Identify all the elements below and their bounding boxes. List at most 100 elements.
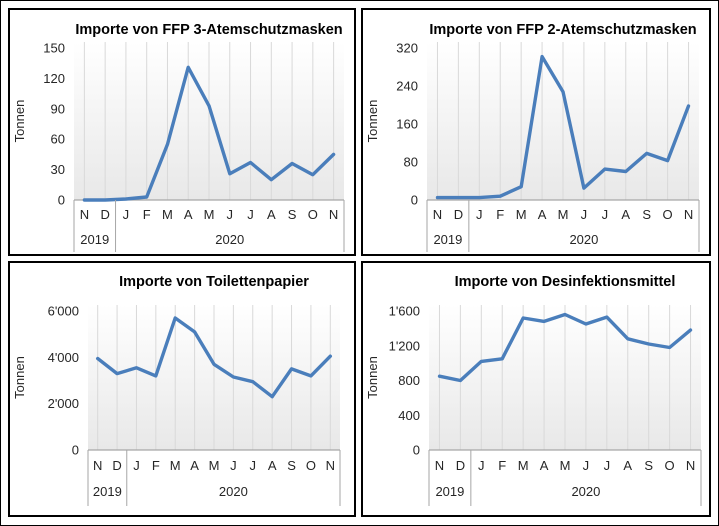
x-month-label: J — [247, 207, 254, 222]
chart-panel-toilet-paper: Importe von Toilettenpapier Tonnen 0 2'00… — [8, 261, 356, 517]
chart-panel-ffp2-masks: Importe von FFP 2-Atemschutzmasken Tonne… — [361, 8, 711, 256]
x-year-label: 2020 — [215, 232, 244, 247]
x-month-label: M — [162, 207, 173, 222]
x-month-label: M — [518, 458, 529, 473]
line-chart-toilet-paper: Importe von Toilettenpapier Tonnen 0 2'00… — [12, 274, 341, 506]
x-year-label: 2019 — [433, 232, 462, 247]
line-chart-disinfectant: Importe von Desinfektionsmittel Tonnen 0… — [365, 274, 702, 506]
x-month-label: A — [267, 207, 276, 222]
x-month-label: M — [516, 207, 527, 222]
x-month-label: S — [644, 458, 653, 473]
x-year-label: 2019 — [435, 484, 464, 499]
x-month-label: J — [583, 458, 590, 473]
x-month-label: D — [456, 458, 465, 473]
y-tick-label: 0 — [413, 443, 420, 458]
x-month-label: N — [80, 207, 89, 222]
x-month-label: N — [326, 458, 335, 473]
x-month-label: A — [540, 458, 549, 473]
chart-title: Importe von FFP 3-Atemschutzmasken — [75, 22, 342, 38]
x-month-label: J — [227, 207, 234, 222]
x-month-label: D — [112, 458, 121, 473]
y-tick-label: 80 — [404, 155, 418, 170]
y-tick-label: 30 — [51, 162, 65, 177]
x-month-label: M — [170, 458, 181, 473]
x-month-label: N — [433, 207, 442, 222]
y-tick-label: 0 — [411, 193, 418, 208]
x-month-label: N — [329, 207, 338, 222]
y-axis-label: Tonnen — [12, 356, 27, 399]
x-month-label: A — [538, 207, 547, 222]
x-year-label: 2019 — [80, 232, 109, 247]
data-line — [437, 312, 693, 383]
x-month-label: A — [623, 458, 632, 473]
y-tick-label: 150 — [43, 41, 65, 56]
y-tick-label: 1'600 — [389, 304, 420, 319]
y-tick-label: 4'000 — [48, 350, 79, 365]
x-month-label: A — [268, 458, 277, 473]
x-month-label: A — [184, 207, 193, 222]
x-month-label: J — [133, 458, 140, 473]
y-tick-label: 1'200 — [389, 338, 420, 353]
y-tick-label: 60 — [51, 132, 65, 147]
x-month-label: F — [152, 458, 160, 473]
x-month-label: M — [558, 207, 569, 222]
x-month-label: O — [306, 458, 316, 473]
x-month-label: D — [454, 207, 463, 222]
x-month-label: A — [190, 458, 199, 473]
data-line — [435, 54, 691, 200]
x-month-label: N — [684, 207, 693, 222]
y-tick-label: 0 — [58, 193, 65, 208]
y-axis-label: Tonnen — [365, 356, 380, 399]
y-tick-label: 800 — [398, 373, 420, 388]
x-month-label: J — [476, 207, 483, 222]
chart-title: Importe von FFP 2-Atemschutzmasken — [429, 22, 696, 38]
x-month-label: J — [123, 207, 130, 222]
y-tick-label: 0 — [72, 443, 79, 458]
x-year-label: 2020 — [219, 484, 248, 499]
x-year-label: 2020 — [571, 484, 600, 499]
x-month-label: J — [230, 458, 237, 473]
y-tick-label: 90 — [51, 101, 65, 116]
x-month-label: J — [604, 458, 611, 473]
x-month-label: S — [287, 458, 296, 473]
line-chart-ffp3-masks: Importe von FFP 3-Atemschutzmasken Tonne… — [12, 22, 345, 252]
x-month-label: M — [560, 458, 571, 473]
x-month-label: J — [581, 207, 588, 222]
chart-panel-disinfectant: Importe von Desinfektionsmittel Tonnen 0… — [361, 261, 711, 517]
x-month-label: A — [621, 207, 630, 222]
y-tick-label: 6'000 — [48, 304, 79, 319]
x-month-label: O — [663, 207, 673, 222]
y-axis-label: Tonnen — [365, 100, 380, 143]
x-month-label: S — [288, 207, 297, 222]
y-axis-label: Tonnen — [12, 100, 27, 143]
data-line — [95, 316, 332, 399]
x-month-label: M — [204, 207, 215, 222]
x-year-label: 2020 — [569, 232, 598, 247]
x-month-label: J — [602, 207, 609, 222]
x-month-label: N — [93, 458, 102, 473]
x-month-label: J — [250, 458, 257, 473]
chart-panel-ffp3-masks: Importe von FFP 3-Atemschutzmasken Tonne… — [8, 8, 356, 256]
x-month-label: S — [642, 207, 651, 222]
x-month-label: O — [665, 458, 675, 473]
x-month-label: F — [496, 207, 504, 222]
x-month-label: M — [209, 458, 220, 473]
x-month-label: N — [686, 458, 695, 473]
chart-title: Importe von Toilettenpapier — [119, 274, 309, 290]
y-tick-label: 2'000 — [48, 396, 79, 411]
line-chart-ffp2-masks: Importe von FFP 2-Atemschutzmasken Tonne… — [365, 22, 700, 252]
x-year-label: 2019 — [93, 484, 122, 499]
x-month-label: F — [498, 458, 506, 473]
x-month-label: F — [143, 207, 151, 222]
charts-grid: Importe von FFP 3-Atemschutzmasken Tonne… — [8, 8, 711, 517]
y-tick-label: 160 — [396, 117, 418, 132]
y-tick-label: 400 — [398, 408, 420, 423]
x-month-label: J — [478, 458, 485, 473]
x-month-label: D — [100, 207, 109, 222]
x-month-label: O — [308, 207, 318, 222]
